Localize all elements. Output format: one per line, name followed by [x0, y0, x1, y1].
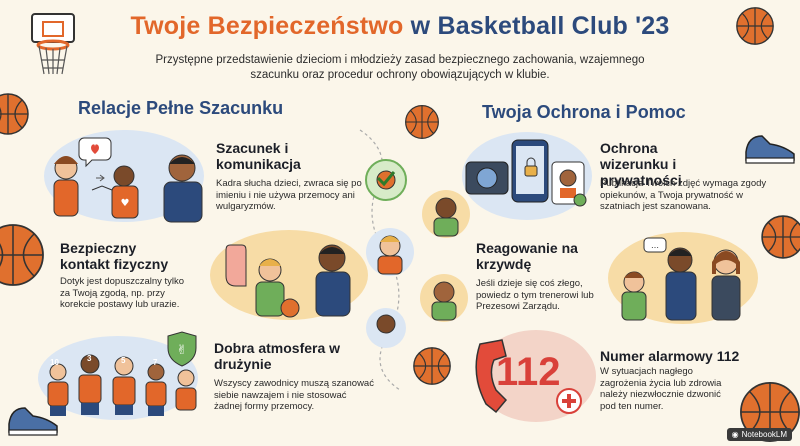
basketball-hoop-illustration	[28, 12, 78, 82]
jersey-number: 5	[121, 356, 126, 365]
jersey-number: 7	[153, 358, 158, 367]
right-item-1-body: Publikacja Twoich zdjęć wymaga zgody opi…	[600, 178, 767, 212]
svg-text:…: …	[651, 241, 659, 250]
notebooklm-logo-icon: ◉	[731, 430, 739, 439]
right-item-2-body: Jeśli dzieje się coś złego, powiedz o ty…	[476, 278, 594, 312]
right-item-3-body: W sytuacjach nagłego zagrożenia życia lu…	[600, 366, 722, 412]
reporting-kids-illustration	[365, 159, 470, 348]
right-item-2-title: Reagowanie na krzywdę	[476, 240, 578, 272]
team-illustration: ✌	[47, 331, 197, 416]
basketball-icon	[0, 224, 44, 286]
reporting-adults-illustration: …	[621, 237, 741, 321]
safe-contact-illustration	[225, 244, 351, 318]
basketball-icon	[740, 382, 800, 442]
footer-brand: NotebookLM	[741, 430, 787, 439]
phone-icon	[475, 339, 508, 414]
left-item-3-body: Wszyscy zawodnicy muszą szanować siebie …	[214, 378, 374, 412]
dashed-connector	[359, 129, 401, 391]
title-part-1: Twoje Bezpieczeństwo	[130, 12, 404, 40]
title-part-2: w Basketball Club '23	[410, 12, 670, 40]
left-item-3-title: Dobra atmosfera w drużynie	[214, 340, 341, 372]
emergency-number: 112	[496, 350, 561, 394]
svg-text:♥: ♥	[121, 198, 130, 209]
basketball-icon	[413, 347, 451, 385]
sneaker-icon	[745, 135, 795, 164]
jersey-number: 3	[87, 354, 92, 363]
left-item-1-body: Kadra słucha dzieci, zwraca się po imien…	[216, 178, 362, 212]
notebooklm-badge: ◉ NotebookLM	[726, 428, 792, 441]
right-section-heading: Twoja Ochrona i Pomoc	[482, 102, 686, 122]
page-title: Twoje Bezpieczeństwo w Basketball Club '…	[0, 12, 800, 41]
left-item-2-body: Dotyk jest dopuszczalny tylko za Twoją z…	[60, 276, 185, 310]
right-item-3-title: Numer alarmowy 112	[600, 348, 740, 364]
basketball-icon	[0, 93, 29, 135]
basketball-icon	[761, 215, 800, 259]
jersey-numbers: 10 3 5 7	[36, 328, 206, 420]
right-item-1-title: Ochrona wizerunku i prywatności	[600, 140, 682, 188]
jersey-number: 10	[50, 358, 59, 367]
basketball-icon	[405, 105, 439, 139]
sneaker-icon	[8, 407, 58, 436]
left-item-1-title: Szacunek i komunikacja	[216, 140, 301, 172]
basketball-icon	[736, 7, 774, 45]
medical-cross-icon	[556, 388, 582, 414]
svg-text:✌: ✌	[177, 343, 188, 358]
left-item-2-title: Bezpieczny kontakt fizyczny	[60, 240, 169, 272]
respect-communication-illustration: ♥	[53, 137, 203, 223]
privacy-camera-illustration	[465, 139, 587, 207]
page-subtitle: Przystępne przedstawienie dzieciom i mło…	[155, 54, 645, 81]
left-section-heading: Relacje Pełne Szacunku	[78, 98, 284, 118]
